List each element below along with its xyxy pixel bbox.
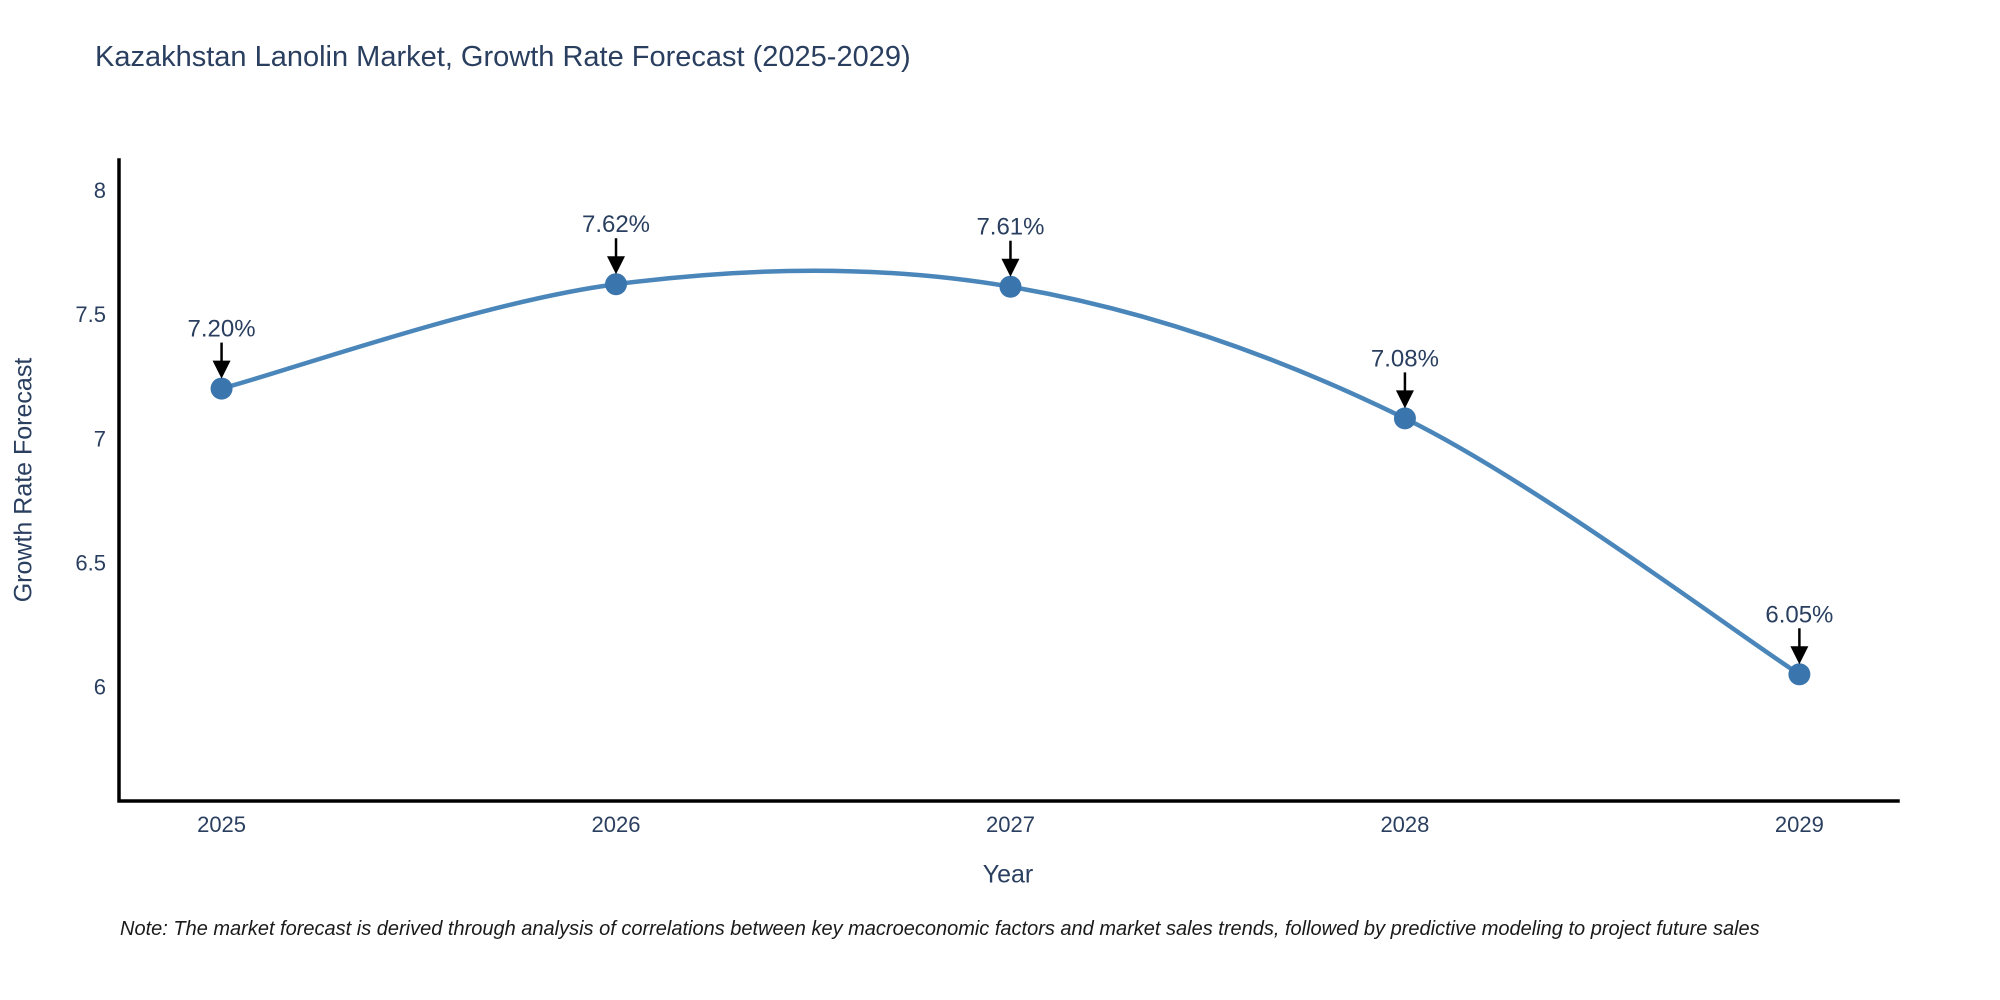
y-axis-title: Growth Rate Forecast: [9, 357, 38, 603]
annotation-arrow-head-2029: [1790, 646, 1809, 665]
axis-lines: [117, 158, 1900, 803]
x-tick-label-2027: 2027: [986, 812, 1035, 837]
y-tick-label-7.5: 7.5: [75, 302, 106, 327]
chart-title: Kazakhstan Lanolin Market, Growth Rate F…: [95, 41, 911, 73]
y-tick-label-6.5: 6.5: [75, 550, 106, 575]
annotation-arrow-head-2028: [1395, 390, 1414, 409]
annotation-label-2025: 7.20%: [188, 316, 256, 343]
y-tick-label-6: 6: [94, 675, 106, 700]
x-axis-title: Year: [982, 860, 1034, 889]
annotation-arrow-head-2025: [212, 360, 231, 379]
trend-line: [220, 268, 1801, 677]
annotation-label-2028: 7.08%: [1371, 345, 1439, 372]
y-tick-label-8: 8: [94, 178, 106, 203]
annotation-arrow-head-2026: [607, 256, 626, 275]
annotation-label-2027: 7.61%: [976, 214, 1044, 241]
data-point-2028[interactable]: [1393, 407, 1416, 430]
annotation-arrow-head-2027: [1001, 258, 1020, 277]
x-tick-label-2025: 2025: [197, 812, 246, 837]
data-point-2027[interactable]: [999, 275, 1022, 298]
data-point-2025[interactable]: [210, 377, 233, 400]
annotation-label-2026: 7.62%: [582, 211, 650, 238]
x-tick-label-2028: 2028: [1380, 812, 1429, 837]
annotation-label-2029: 6.05%: [1765, 601, 1833, 628]
footnote: Note: The market forecast is derived thr…: [120, 918, 1760, 940]
x-tick-label-2026: 2026: [592, 812, 641, 837]
data-point-2026[interactable]: [605, 273, 628, 296]
y-tick-label-7: 7: [94, 426, 106, 451]
data-point-2029[interactable]: [1788, 663, 1811, 686]
x-tick-label-2029: 2029: [1775, 812, 1824, 837]
